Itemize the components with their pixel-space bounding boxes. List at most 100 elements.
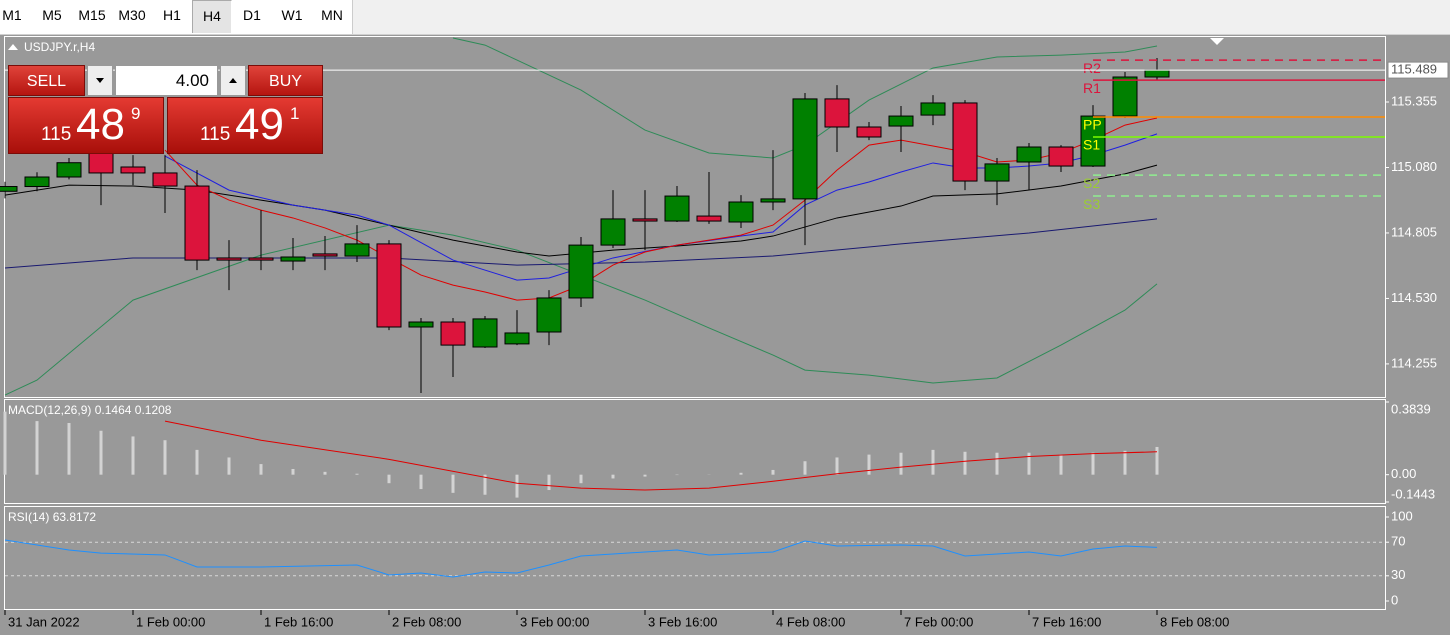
y-tick-label: 115.355 bbox=[1391, 93, 1437, 108]
candle-body bbox=[440, 321, 466, 346]
lots-down[interactable] bbox=[87, 65, 113, 96]
x-tick-label: 3 Feb 16:00 bbox=[648, 614, 717, 629]
candle-body bbox=[664, 195, 690, 222]
y-tick-label: 70 bbox=[1391, 534, 1405, 549]
candle-body bbox=[376, 243, 402, 328]
candle-body bbox=[1048, 146, 1074, 167]
price-label: 115.489 bbox=[1391, 62, 1437, 77]
candle-body bbox=[344, 243, 370, 257]
candle-body bbox=[536, 297, 562, 333]
indicator-line bbox=[164, 117, 1158, 301]
candle-body bbox=[600, 218, 626, 246]
main-title: USDJPY.r,H4 bbox=[24, 40, 95, 54]
pivot-label: S1 bbox=[1083, 137, 1100, 153]
timeframe-tab[interactable]: M15 bbox=[78, 7, 106, 23]
pivot-label: R1 bbox=[1083, 80, 1101, 96]
price-super: 1 bbox=[290, 104, 300, 123]
timeframe-tab[interactable]: H4 bbox=[192, 0, 232, 33]
price-small: 115 bbox=[200, 124, 231, 145]
candle-body bbox=[632, 218, 658, 222]
sell-price[interactable]: 115 48 9 bbox=[8, 97, 164, 154]
timeframe-tab[interactable]: H1 bbox=[163, 7, 181, 23]
down-icon bbox=[96, 78, 104, 83]
candle-body bbox=[312, 253, 338, 257]
buy-button[interactable]: BUY bbox=[248, 65, 323, 96]
candle-body bbox=[1112, 76, 1138, 117]
candle-body bbox=[888, 115, 914, 127]
candle-body bbox=[1080, 115, 1106, 167]
timeframe-tab[interactable]: M1 bbox=[2, 7, 22, 23]
sell-button[interactable]: SELL bbox=[8, 65, 85, 96]
lots-up[interactable] bbox=[220, 65, 246, 96]
y-tick-label: 30 bbox=[1391, 567, 1405, 582]
candle-body bbox=[56, 162, 82, 178]
candle-body bbox=[728, 201, 754, 223]
y-tick-label: 0.3839 bbox=[1391, 401, 1431, 416]
macd-header: MACD(12,26,9) 0.1464 0.1208 bbox=[8, 403, 172, 417]
candle-body bbox=[184, 185, 210, 261]
trade-panel: SELL 4.00 BUY 115 48 9 115 49 1 bbox=[8, 65, 323, 155]
pivot-label: R2 bbox=[1083, 60, 1101, 76]
y-tick-label: 0.00 bbox=[1391, 466, 1416, 481]
indicator-line bbox=[4, 224, 1158, 396]
x-tick-label: 4 Feb 08:00 bbox=[776, 614, 845, 629]
indicator-line bbox=[452, 37, 1158, 159]
y-tick-label: 100 bbox=[1391, 508, 1413, 523]
x-tick-label: 7 Feb 16:00 bbox=[1032, 614, 1101, 629]
y-tick-label: -0.1443 bbox=[1391, 486, 1435, 501]
candle-body bbox=[952, 102, 978, 182]
shift-marker bbox=[1210, 38, 1224, 45]
x-tick-label: 2 Feb 08:00 bbox=[392, 614, 461, 629]
rsi-title: RSI(14) bbox=[8, 510, 49, 524]
y-tick-label: 114.255 bbox=[1391, 355, 1437, 370]
candle-body bbox=[792, 98, 818, 200]
candle-body bbox=[856, 126, 882, 138]
y-tick-label: 114.805 bbox=[1391, 224, 1437, 239]
up-icon bbox=[229, 78, 237, 83]
pivot-label: S3 bbox=[1083, 196, 1100, 212]
rsi-header: RSI(14) 63.8172 bbox=[8, 510, 96, 524]
timeframe-tab[interactable]: W1 bbox=[281, 7, 303, 23]
buy-price[interactable]: 115 49 1 bbox=[167, 97, 323, 154]
timeframe-tab[interactable]: M30 bbox=[118, 7, 146, 23]
candle-body bbox=[216, 257, 242, 261]
price-small: 115 bbox=[41, 124, 72, 145]
timeframe-tab[interactable]: M5 bbox=[42, 7, 62, 23]
signal-value: 0.1208 bbox=[135, 403, 172, 417]
candle-body bbox=[1144, 69, 1170, 78]
candle-body bbox=[920, 102, 946, 116]
main-panel bbox=[4, 36, 1386, 398]
candle-body bbox=[120, 166, 146, 174]
x-tick-label: 3 Feb 00:00 bbox=[520, 614, 589, 629]
candle-body bbox=[1016, 146, 1042, 163]
lots-input[interactable]: 4.00 bbox=[115, 65, 218, 96]
candle-body bbox=[280, 256, 306, 262]
title-icon bbox=[8, 44, 18, 50]
x-tick-label: 1 Feb 16:00 bbox=[264, 614, 333, 629]
x-tick-label: 31 Jan 2022 bbox=[8, 614, 80, 629]
timeframe-tab[interactable]: MN bbox=[321, 7, 343, 23]
indicator-line bbox=[4, 164, 1158, 257]
toolbar: M1 M5 M15 M30 H1 H4 D1 W1 MN bbox=[0, 0, 1450, 35]
pivot-label: S2 bbox=[1083, 175, 1100, 191]
rsi-value: 63.8172 bbox=[53, 510, 97, 524]
candle-body bbox=[760, 198, 786, 203]
y-tick-label: 0 bbox=[1391, 592, 1398, 607]
signal-line bbox=[164, 420, 1158, 491]
candle-body bbox=[0, 186, 18, 192]
y-tick-label: 114.530 bbox=[1391, 290, 1437, 305]
rsi-panel bbox=[4, 506, 1386, 610]
price-main: 49 bbox=[235, 100, 284, 149]
price-super: 9 bbox=[131, 104, 141, 123]
candle-body bbox=[984, 163, 1010, 182]
timeframe-tab[interactable]: D1 bbox=[243, 7, 261, 23]
macd-title: MACD(12,26,9) bbox=[8, 403, 91, 417]
macd-panel bbox=[4, 399, 1386, 504]
price-main: 48 bbox=[76, 100, 125, 149]
candle-body bbox=[248, 257, 274, 261]
macd-value: 0.1464 bbox=[95, 403, 132, 417]
candle-body bbox=[24, 176, 50, 188]
x-tick-label: 8 Feb 08:00 bbox=[1160, 614, 1229, 629]
